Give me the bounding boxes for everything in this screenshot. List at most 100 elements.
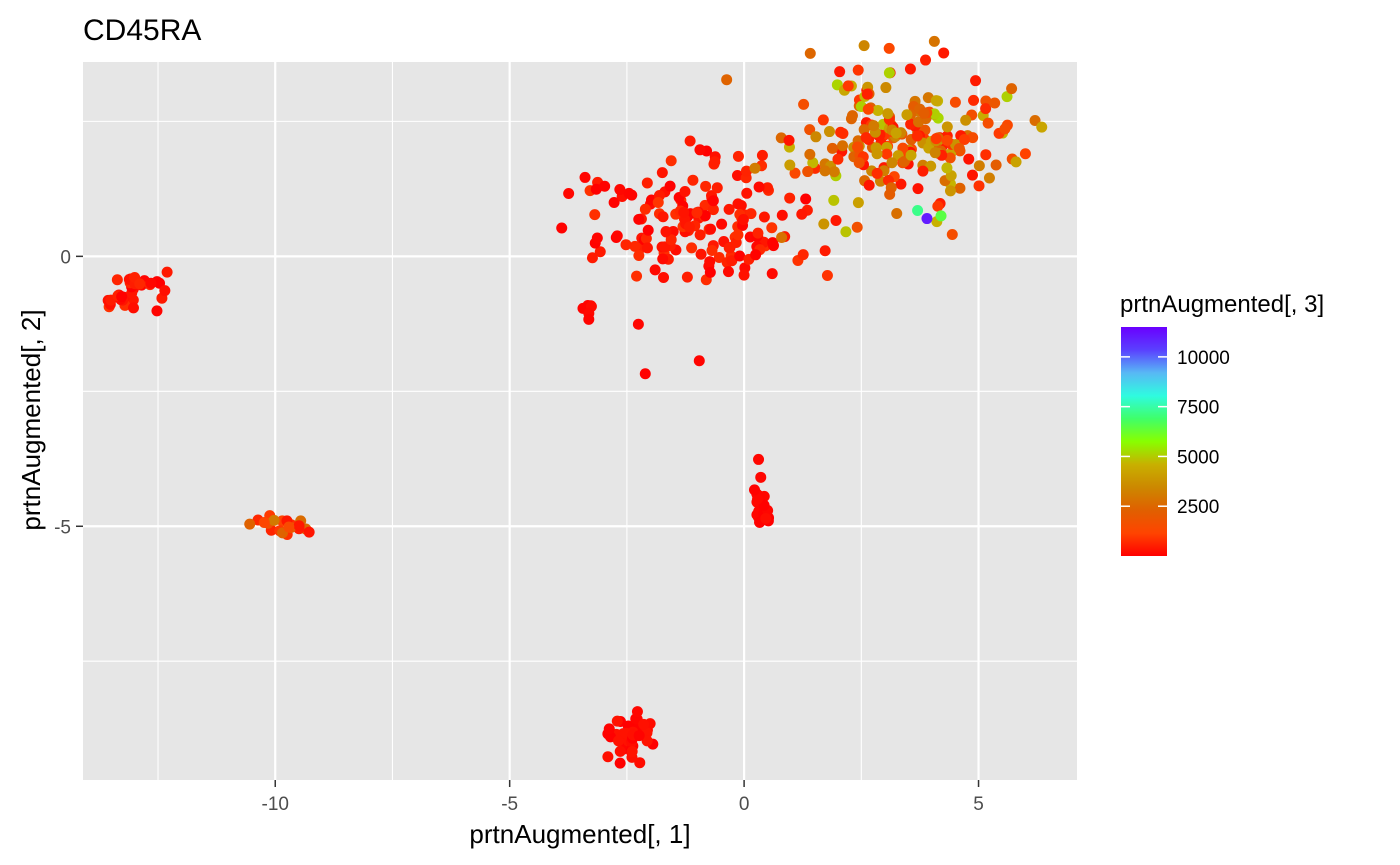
data-point xyxy=(620,239,632,251)
data-point xyxy=(944,185,956,197)
data-point xyxy=(980,103,992,115)
data-point xyxy=(589,209,601,221)
data-point xyxy=(723,203,735,215)
data-point xyxy=(303,526,315,538)
data-point xyxy=(826,142,838,154)
data-point xyxy=(740,165,752,177)
data-point xyxy=(705,223,717,235)
data-point xyxy=(958,133,970,145)
data-point xyxy=(656,167,668,179)
data-point xyxy=(586,252,598,264)
data-point xyxy=(268,514,280,526)
data-point xyxy=(1036,121,1048,133)
data-point xyxy=(804,148,816,160)
data-point xyxy=(818,218,830,230)
data-point xyxy=(603,723,615,735)
data-point xyxy=(602,751,614,763)
data-point xyxy=(127,302,139,314)
legend-break-label: 5000 xyxy=(1177,447,1219,468)
data-point xyxy=(665,155,677,167)
data-point xyxy=(800,193,812,205)
data-point xyxy=(649,264,661,276)
data-point xyxy=(695,248,707,260)
data-point xyxy=(796,208,808,220)
legend-break-label: 2500 xyxy=(1177,497,1219,518)
y-tick-label: -5 xyxy=(54,517,71,538)
data-point xyxy=(161,266,173,278)
data-point xyxy=(657,211,669,223)
data-point xyxy=(641,242,653,254)
data-point xyxy=(629,240,641,252)
data-point xyxy=(760,512,772,524)
data-point xyxy=(732,150,744,162)
data-point xyxy=(789,167,801,179)
data-point xyxy=(871,167,883,179)
data-point xyxy=(941,121,953,133)
data-point xyxy=(633,249,645,261)
data-point xyxy=(750,249,762,261)
data-point xyxy=(895,178,907,190)
data-point xyxy=(678,206,690,218)
data-point xyxy=(639,368,651,380)
data-point xyxy=(563,187,575,199)
legend-colorbar xyxy=(1121,327,1167,556)
data-point xyxy=(694,229,706,241)
data-point xyxy=(901,109,913,121)
data-point xyxy=(970,75,982,87)
data-point xyxy=(694,144,706,156)
data-point xyxy=(633,730,645,742)
data-point xyxy=(912,204,924,216)
data-point xyxy=(912,183,924,195)
data-point xyxy=(871,148,883,160)
data-point xyxy=(756,149,768,161)
data-point xyxy=(802,166,814,178)
data-point xyxy=(828,166,840,178)
data-point xyxy=(891,207,903,219)
data-point xyxy=(641,177,653,189)
data-point xyxy=(882,108,894,120)
data-point xyxy=(846,110,858,122)
color-legend: prtnAugmented[, 3] 2500 5000 7500 10000 xyxy=(1120,291,1324,556)
data-point xyxy=(611,715,623,727)
data-point xyxy=(776,209,788,221)
data-point xyxy=(738,269,750,281)
data-point xyxy=(858,40,870,52)
data-point xyxy=(767,237,779,249)
data-point xyxy=(687,174,699,186)
data-point xyxy=(990,159,1002,171)
legend-break-label: 10000 xyxy=(1177,348,1230,369)
x-tick-label: 5 xyxy=(973,794,984,815)
data-point xyxy=(925,160,937,172)
data-point xyxy=(741,187,753,199)
data-point xyxy=(657,253,669,265)
data-point xyxy=(145,277,157,289)
data-point xyxy=(1006,83,1018,95)
data-point xyxy=(244,518,256,530)
data-point xyxy=(917,165,929,177)
data-point xyxy=(999,123,1011,135)
data-point xyxy=(608,197,620,209)
data-point xyxy=(611,230,623,242)
data-point xyxy=(784,192,796,204)
data-point xyxy=(983,172,995,184)
data-point xyxy=(707,195,719,207)
data-point xyxy=(880,82,892,94)
data-point xyxy=(681,271,693,283)
data-point xyxy=(840,226,852,238)
y-tick-label: 0 xyxy=(60,247,71,268)
data-point xyxy=(918,107,930,119)
data-point xyxy=(941,162,953,174)
data-point xyxy=(842,80,854,92)
data-point xyxy=(684,135,696,147)
data-point xyxy=(835,126,847,138)
data-point xyxy=(860,132,872,144)
data-point xyxy=(766,268,778,280)
data-point xyxy=(711,182,723,194)
data-point xyxy=(904,63,916,75)
data-point xyxy=(723,242,735,254)
data-point xyxy=(968,94,980,106)
data-point xyxy=(713,252,725,264)
data-point xyxy=(973,180,985,192)
data-point xyxy=(920,54,932,66)
data-point xyxy=(821,269,833,281)
